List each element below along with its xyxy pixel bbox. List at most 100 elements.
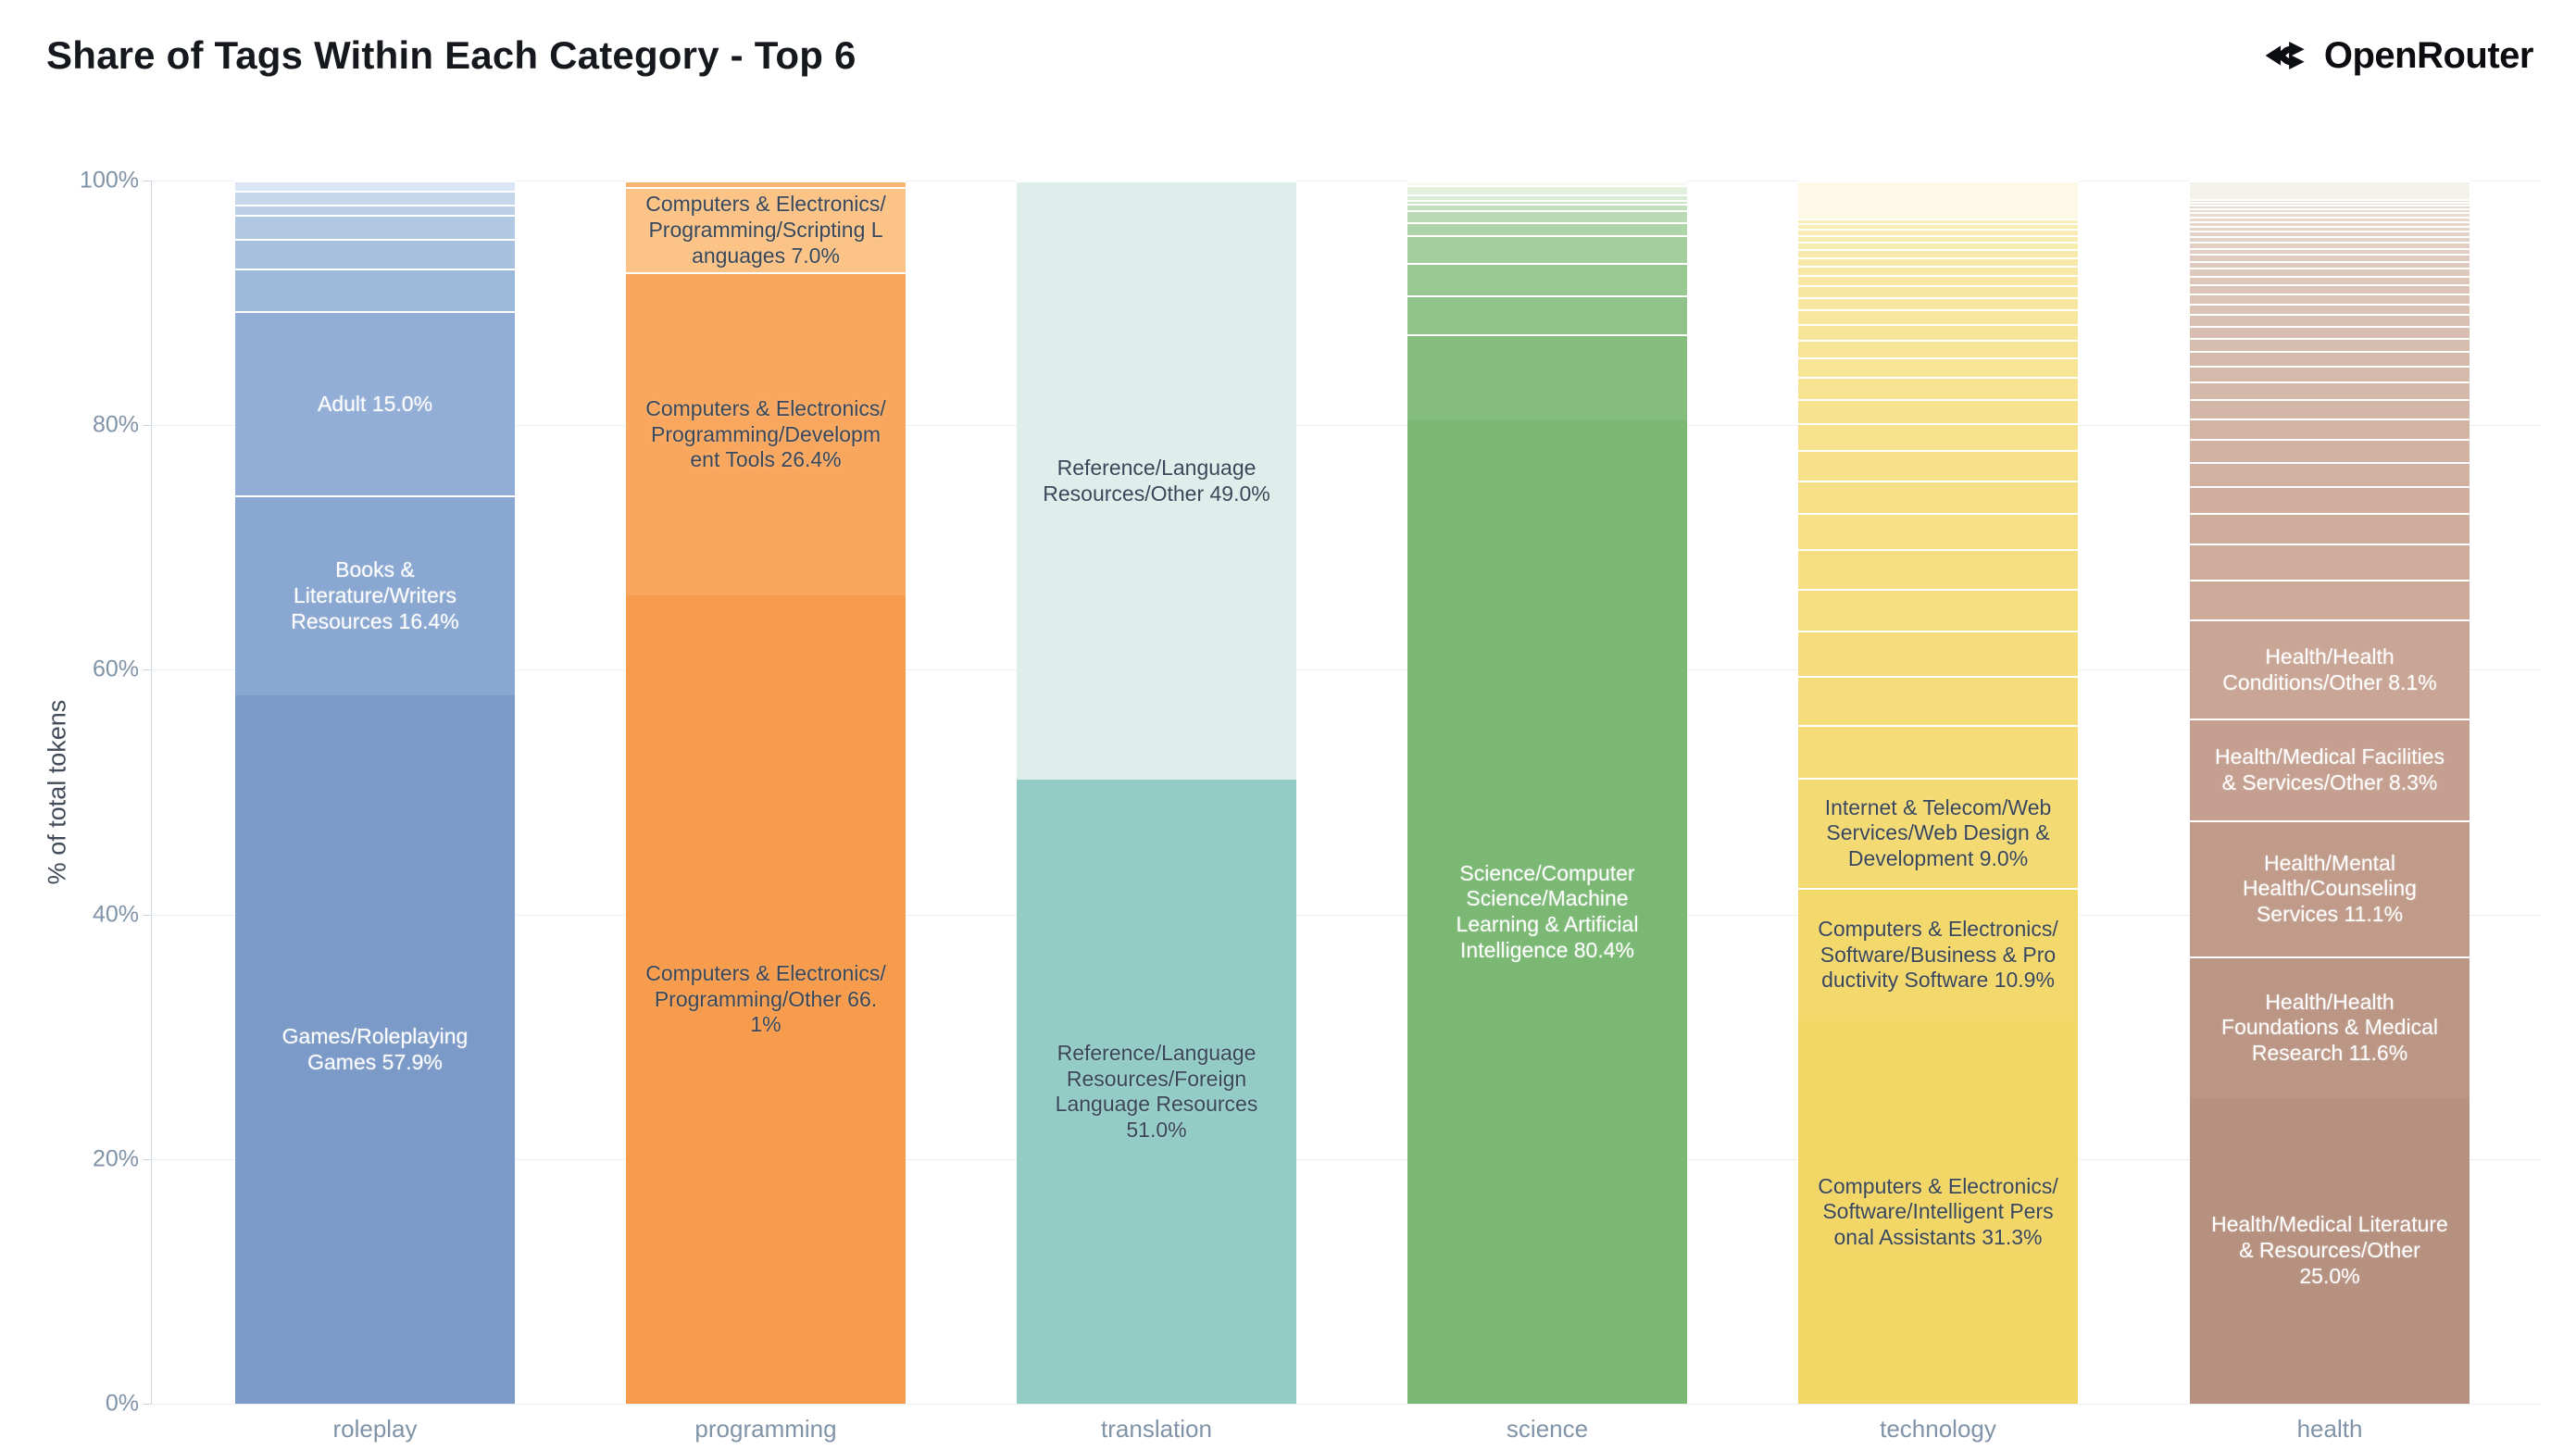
bar-segment-technology-19[interactable]	[1798, 284, 2078, 297]
bar-segment-technology-27[interactable]	[1798, 223, 2078, 230]
bar-segment-science-3[interactable]	[1407, 262, 1687, 296]
bar-segment-technology-0[interactable]: Computers & Electronics/Software/Intelli…	[1798, 1020, 2078, 1404]
bar-segment-health-0[interactable]: Health/Medical Literature & Resources/Ot…	[2190, 1097, 2470, 1404]
bar-segment-technology-26[interactable]	[1798, 229, 2078, 235]
bar-segment-translation-0[interactable]: Reference/Language Resources/Foreign Lan…	[1017, 780, 1296, 1404]
bar-segment-technology-9[interactable]	[1798, 480, 2078, 514]
bar-segment-technology-7[interactable]	[1798, 549, 2078, 589]
bar-segment-technology-15[interactable]	[1798, 339, 2078, 357]
bar-segment-health-7[interactable]	[2190, 513, 2470, 544]
bar-segment-health-10[interactable]	[2190, 439, 2470, 462]
bar-segment-health-8[interactable]	[2190, 486, 2470, 514]
bar-segment-health-23[interactable]	[2190, 268, 2470, 277]
bar-segment-roleplay-3[interactable]	[235, 269, 515, 312]
bar-segment-technology-20[interactable]	[1798, 274, 2078, 285]
bar-segment-health-21[interactable]	[2190, 284, 2470, 294]
bar-segment-roleplay-8[interactable]	[235, 181, 515, 191]
bar-segment-technology-24[interactable]	[1798, 242, 2078, 249]
bar-segment-science-2[interactable]	[1407, 295, 1687, 335]
bar-segment-science-1[interactable]	[1407, 334, 1687, 420]
bar-segment-health-4[interactable]: Health/Health Conditions/Other 8.1%	[2190, 619, 2470, 719]
bar-segment-health-3[interactable]: Health/Medical Facilities & Services/Oth…	[2190, 719, 2470, 820]
bar-segment-health-36[interactable]	[2190, 202, 2470, 206]
bar-segment-health-2[interactable]: Health/Mental Health/Counseling Services…	[2190, 819, 2470, 956]
bar-segment-technology-16[interactable]	[1798, 323, 2078, 340]
bar-segment-health-16[interactable]	[2190, 337, 2470, 352]
bar-segment-technology-2[interactable]: Internet & Telecom/Web Services/Web Desi…	[1798, 777, 2078, 888]
bar-segment-science-11[interactable]	[1407, 181, 1687, 186]
bar-segment-health-32[interactable]	[2190, 216, 2470, 221]
bar-segment-roleplay-7[interactable]	[235, 190, 515, 206]
bar-segment-health-24[interactable]	[2190, 260, 2470, 269]
bar-segment-health-15[interactable]	[2190, 351, 2470, 367]
bar-segment-roleplay-6[interactable]	[235, 205, 515, 215]
bar-segment-health-9[interactable]	[2190, 461, 2470, 487]
bar-segment-technology-14[interactable]	[1798, 356, 2078, 378]
bar-segment-health-12[interactable]	[2190, 399, 2470, 419]
segment-label: Reference/Language Resources/Foreign Lan…	[1055, 1040, 1258, 1142]
bar-segment-health-6[interactable]	[2190, 544, 2470, 580]
bar-segment-science-8[interactable]	[1407, 200, 1687, 205]
bar-segment-programming-0[interactable]: Computers & Electronics/Programming/Othe…	[626, 594, 906, 1404]
bar-segment-science-7[interactable]	[1407, 204, 1687, 210]
bar-segment-health-5[interactable]	[2190, 579, 2470, 620]
bar-segment-science-10[interactable]	[1407, 185, 1687, 194]
bar-segment-technology-3[interactable]	[1798, 724, 2078, 778]
bar-segment-science-9[interactable]	[1407, 194, 1687, 201]
bar-segment-technology-13[interactable]	[1798, 377, 2078, 399]
bar-segment-science-4[interactable]	[1407, 235, 1687, 263]
bar-segment-science-6[interactable]	[1407, 209, 1687, 222]
bar-segment-technology-28[interactable]	[1798, 218, 2078, 224]
bar-segment-health-37[interactable]	[2190, 198, 2470, 203]
bar-segment-health-25[interactable]	[2190, 254, 2470, 261]
bar-segment-technology-22[interactable]	[1798, 256, 2078, 266]
bar-segment-health-38[interactable]	[2190, 181, 2470, 199]
bar-segment-roleplay-0[interactable]: Games/Roleplaying Games 57.9%	[235, 695, 515, 1404]
bar-segment-health-34[interactable]	[2190, 208, 2470, 213]
bar-segment-programming-3[interactable]	[626, 181, 906, 187]
bar-segment-technology-6[interactable]	[1798, 588, 2078, 631]
bar-segment-technology-4[interactable]	[1798, 676, 2078, 725]
bar-segment-health-18[interactable]	[2190, 314, 2470, 326]
bar-segment-health-27[interactable]	[2190, 242, 2470, 248]
bar-segment-programming-1[interactable]: Computers & Electronics/Programming/Deve…	[626, 272, 906, 595]
bar-segment-roleplay-1[interactable]: Books & Literature/Writers Resources 16.…	[235, 494, 515, 696]
bar-segment-health-29[interactable]	[2190, 231, 2470, 237]
bar-segment-technology-8[interactable]	[1798, 513, 2078, 550]
bar-segment-technology-23[interactable]	[1798, 248, 2078, 257]
bar-segment-programming-2[interactable]: Computers & Electronics/Programming/Scri…	[626, 186, 906, 273]
bar-segment-health-28[interactable]	[2190, 236, 2470, 243]
brand-name: OpenRouter	[2323, 34, 2534, 76]
bar-segment-technology-1[interactable]: Computers & Electronics/Software/Busines…	[1798, 887, 2078, 1021]
bar-segment-technology-5[interactable]	[1798, 631, 2078, 677]
bar-segment-health-31[interactable]	[2190, 220, 2470, 226]
bar-segment-technology-10[interactable]	[1798, 450, 2078, 481]
bar-segment-health-13[interactable]	[2190, 381, 2470, 400]
bar-segment-technology-17[interactable]	[1798, 309, 2078, 324]
bar-segment-health-17[interactable]	[2190, 325, 2470, 338]
bar-segment-roleplay-4[interactable]	[235, 239, 515, 269]
bar-segment-roleplay-5[interactable]	[235, 215, 515, 240]
segment-label: Computers & Electronics/Software/Busines…	[1818, 917, 2058, 993]
bar-segment-health-26[interactable]	[2190, 247, 2470, 255]
bar-segment-health-20[interactable]	[2190, 294, 2470, 304]
bar-segment-health-35[interactable]	[2190, 205, 2470, 209]
bar-segment-health-30[interactable]	[2190, 225, 2470, 231]
bar-segment-health-11[interactable]	[2190, 418, 2470, 440]
bar-segment-health-33[interactable]	[2190, 212, 2470, 217]
bar-segment-health-19[interactable]	[2190, 303, 2470, 314]
bar-segment-technology-29[interactable]	[1798, 181, 2078, 219]
bar-segment-roleplay-2[interactable]: Adult 15.0%	[235, 311, 515, 495]
bar-segment-technology-18[interactable]	[1798, 296, 2078, 310]
bar-segment-technology-21[interactable]	[1798, 265, 2078, 275]
bar-segment-translation-1[interactable]: Reference/Language Resources/Other 49.0%	[1017, 181, 1296, 781]
bar-segment-health-22[interactable]	[2190, 276, 2470, 285]
bar-segment-technology-25[interactable]	[1798, 234, 2078, 243]
bar-segment-science-5[interactable]	[1407, 221, 1687, 236]
bar-segment-health-14[interactable]	[2190, 366, 2470, 382]
bar-segment-health-1[interactable]: Health/Health Foundations & Medical Rese…	[2190, 956, 2470, 1098]
bar-segment-science-0[interactable]: Science/Computer Science/Machine Learnin…	[1407, 419, 1687, 1404]
bar-segment-technology-12[interactable]	[1798, 398, 2078, 424]
bar-segment-technology-11[interactable]	[1798, 423, 2078, 451]
